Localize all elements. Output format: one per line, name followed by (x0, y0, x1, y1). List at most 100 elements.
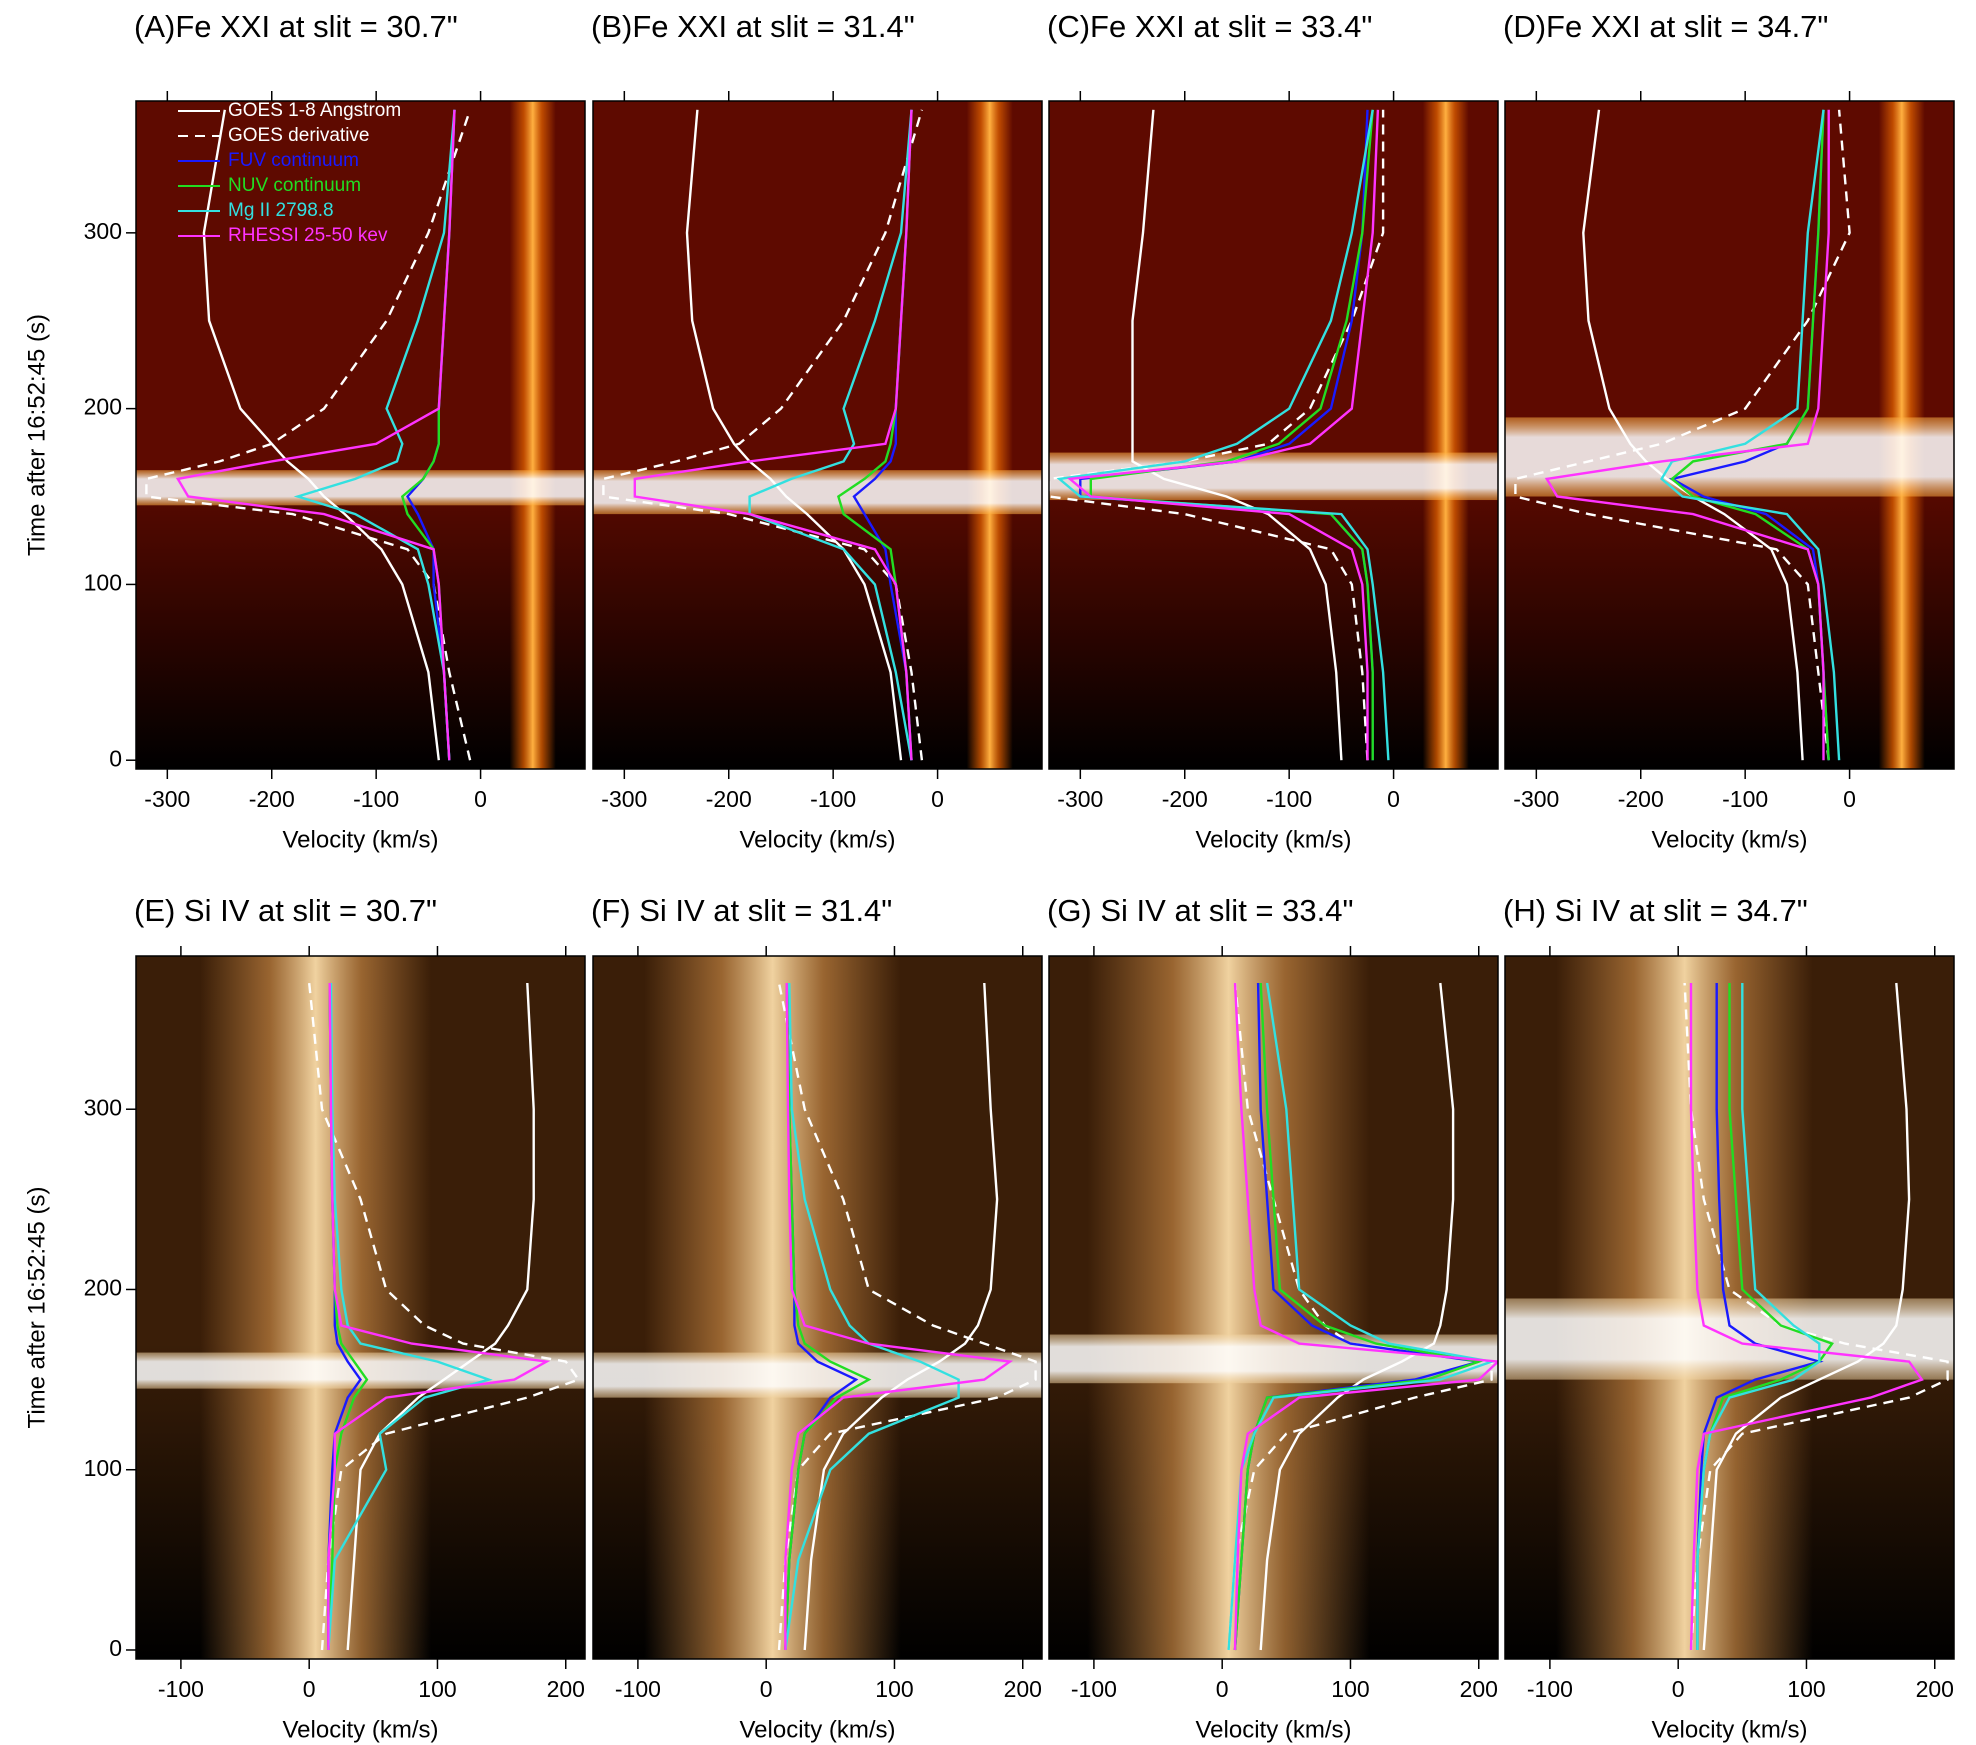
panel (593, 956, 1042, 1659)
light-curve (1689, 983, 1924, 1651)
x-tick-label: 0 (1387, 786, 1400, 812)
y-tick-label: 0 (109, 745, 122, 771)
light-curve (175, 109, 456, 761)
light-curve (1660, 109, 1841, 761)
panel-title: (H) Si IV at slit = 34.7" (1503, 893, 1808, 928)
x-tick-label: -100 (1266, 786, 1312, 812)
light-curve (1582, 109, 1804, 761)
panel-title: (E) Si IV at slit = 30.7" (134, 893, 437, 928)
x-tick-label: 0 (1843, 786, 1856, 812)
flare-band (1505, 1298, 1954, 1380)
x-tick-label: 200 (547, 1676, 585, 1702)
emission-column (644, 956, 901, 1659)
plot-frame (1048, 100, 1499, 770)
light-curve (1089, 109, 1374, 761)
light-curve (1131, 109, 1343, 761)
plot-frame (592, 100, 1043, 770)
legend-label: GOES 1-8 Angstrom (228, 100, 401, 121)
light-curve (633, 109, 913, 761)
x-tick-label: 100 (1787, 1676, 1825, 1702)
panel (1049, 956, 1498, 1659)
x-tick-label: 0 (760, 1676, 773, 1702)
light-curve (308, 982, 581, 1651)
x-tick-label: 0 (474, 786, 487, 812)
x-tick-label: -200 (249, 786, 295, 812)
light-curve (202, 109, 440, 761)
emission-column (200, 956, 432, 1659)
legend-label: GOES derivative (228, 125, 370, 146)
x-tick-label: -300 (601, 786, 647, 812)
y-axis-label: Time after 16:52:45 (s) (23, 314, 50, 556)
x-axis-label: Velocity (km/s) (1195, 826, 1351, 853)
flare-band (593, 470, 1042, 515)
emission-column (509, 101, 556, 769)
x-tick-label: 0 (1216, 1676, 1229, 1702)
x-tick-label: -200 (706, 786, 752, 812)
panel (136, 956, 585, 1659)
x-tick-label: 200 (1004, 1676, 1042, 1702)
light-curve (777, 982, 1037, 1651)
legend-label: FUV continuum (228, 150, 359, 171)
plot-frame (1504, 100, 1955, 770)
plot-frame (1048, 955, 1499, 1660)
x-tick-label: 100 (875, 1676, 913, 1702)
light-curve (1259, 982, 1455, 1651)
x-tick-label: -100 (1527, 1676, 1573, 1702)
light-curve (748, 109, 913, 761)
light-curve (327, 982, 551, 1650)
flare-band (593, 1352, 1042, 1398)
y-tick-label: 0 (109, 1635, 122, 1661)
light-curve (784, 982, 1014, 1650)
panel-title: (D)Fe XXI at slit = 34.7" (1503, 9, 1828, 44)
y-tick-label: 100 (84, 1455, 122, 1481)
x-axis-label: Velocity (km/s) (1651, 1716, 1807, 1743)
panel-title: (C)Fe XXI at slit = 33.4" (1047, 9, 1372, 44)
legend-label: NUV continuum (228, 175, 361, 196)
x-tick-label: 100 (1331, 1676, 1369, 1702)
flare-band (1505, 417, 1954, 497)
panel (1049, 101, 1498, 769)
x-tick-label: -200 (1162, 786, 1208, 812)
x-tick-label: 0 (1672, 1676, 1685, 1702)
light-curve (803, 982, 999, 1651)
x-axis-label: Velocity (km/s) (282, 1716, 438, 1743)
x-tick-label: -300 (1513, 786, 1559, 812)
panel (593, 101, 1042, 769)
x-tick-label: 200 (1460, 1676, 1498, 1702)
x-tick-label: 0 (931, 786, 944, 812)
emission-column (1087, 956, 1370, 1659)
panel-title: (A)Fe XXI at slit = 30.7" (134, 9, 458, 44)
light-curve (1514, 109, 1851, 761)
plot-frame (1504, 955, 1955, 1660)
flare-band (1049, 452, 1498, 501)
x-tick-label: -100 (810, 786, 856, 812)
x-tick-label: -200 (1618, 786, 1664, 812)
light-curve (1702, 982, 1911, 1651)
legend-label: Mg II 2798.8 (228, 200, 334, 221)
x-tick-label: 0 (303, 1676, 316, 1702)
light-curve (1233, 982, 1484, 1651)
flare-band (1049, 1334, 1498, 1384)
y-tick-label: 100 (84, 569, 122, 595)
x-tick-label: -100 (1071, 1676, 1117, 1702)
x-tick-label: -100 (353, 786, 399, 812)
light-curve (346, 982, 535, 1651)
light-curve (1233, 982, 1498, 1651)
light-curve (1049, 109, 1385, 761)
y-tick-label: 300 (84, 1094, 122, 1120)
light-curve (1696, 983, 1821, 1650)
x-axis-label: Velocity (km/s) (739, 826, 895, 853)
x-tick-label: 100 (418, 1676, 456, 1702)
x-axis-label: Velocity (km/s) (739, 1716, 895, 1743)
x-tick-label: 200 (1916, 1676, 1954, 1702)
panel (136, 101, 585, 769)
light-curve (685, 109, 903, 761)
light-curve (327, 982, 493, 1651)
y-tick-label: 200 (84, 1275, 122, 1301)
light-curve (784, 982, 960, 1651)
x-tick-label: -100 (615, 1676, 661, 1702)
emission-column (966, 101, 1013, 769)
x-tick-label: -100 (1722, 786, 1768, 812)
